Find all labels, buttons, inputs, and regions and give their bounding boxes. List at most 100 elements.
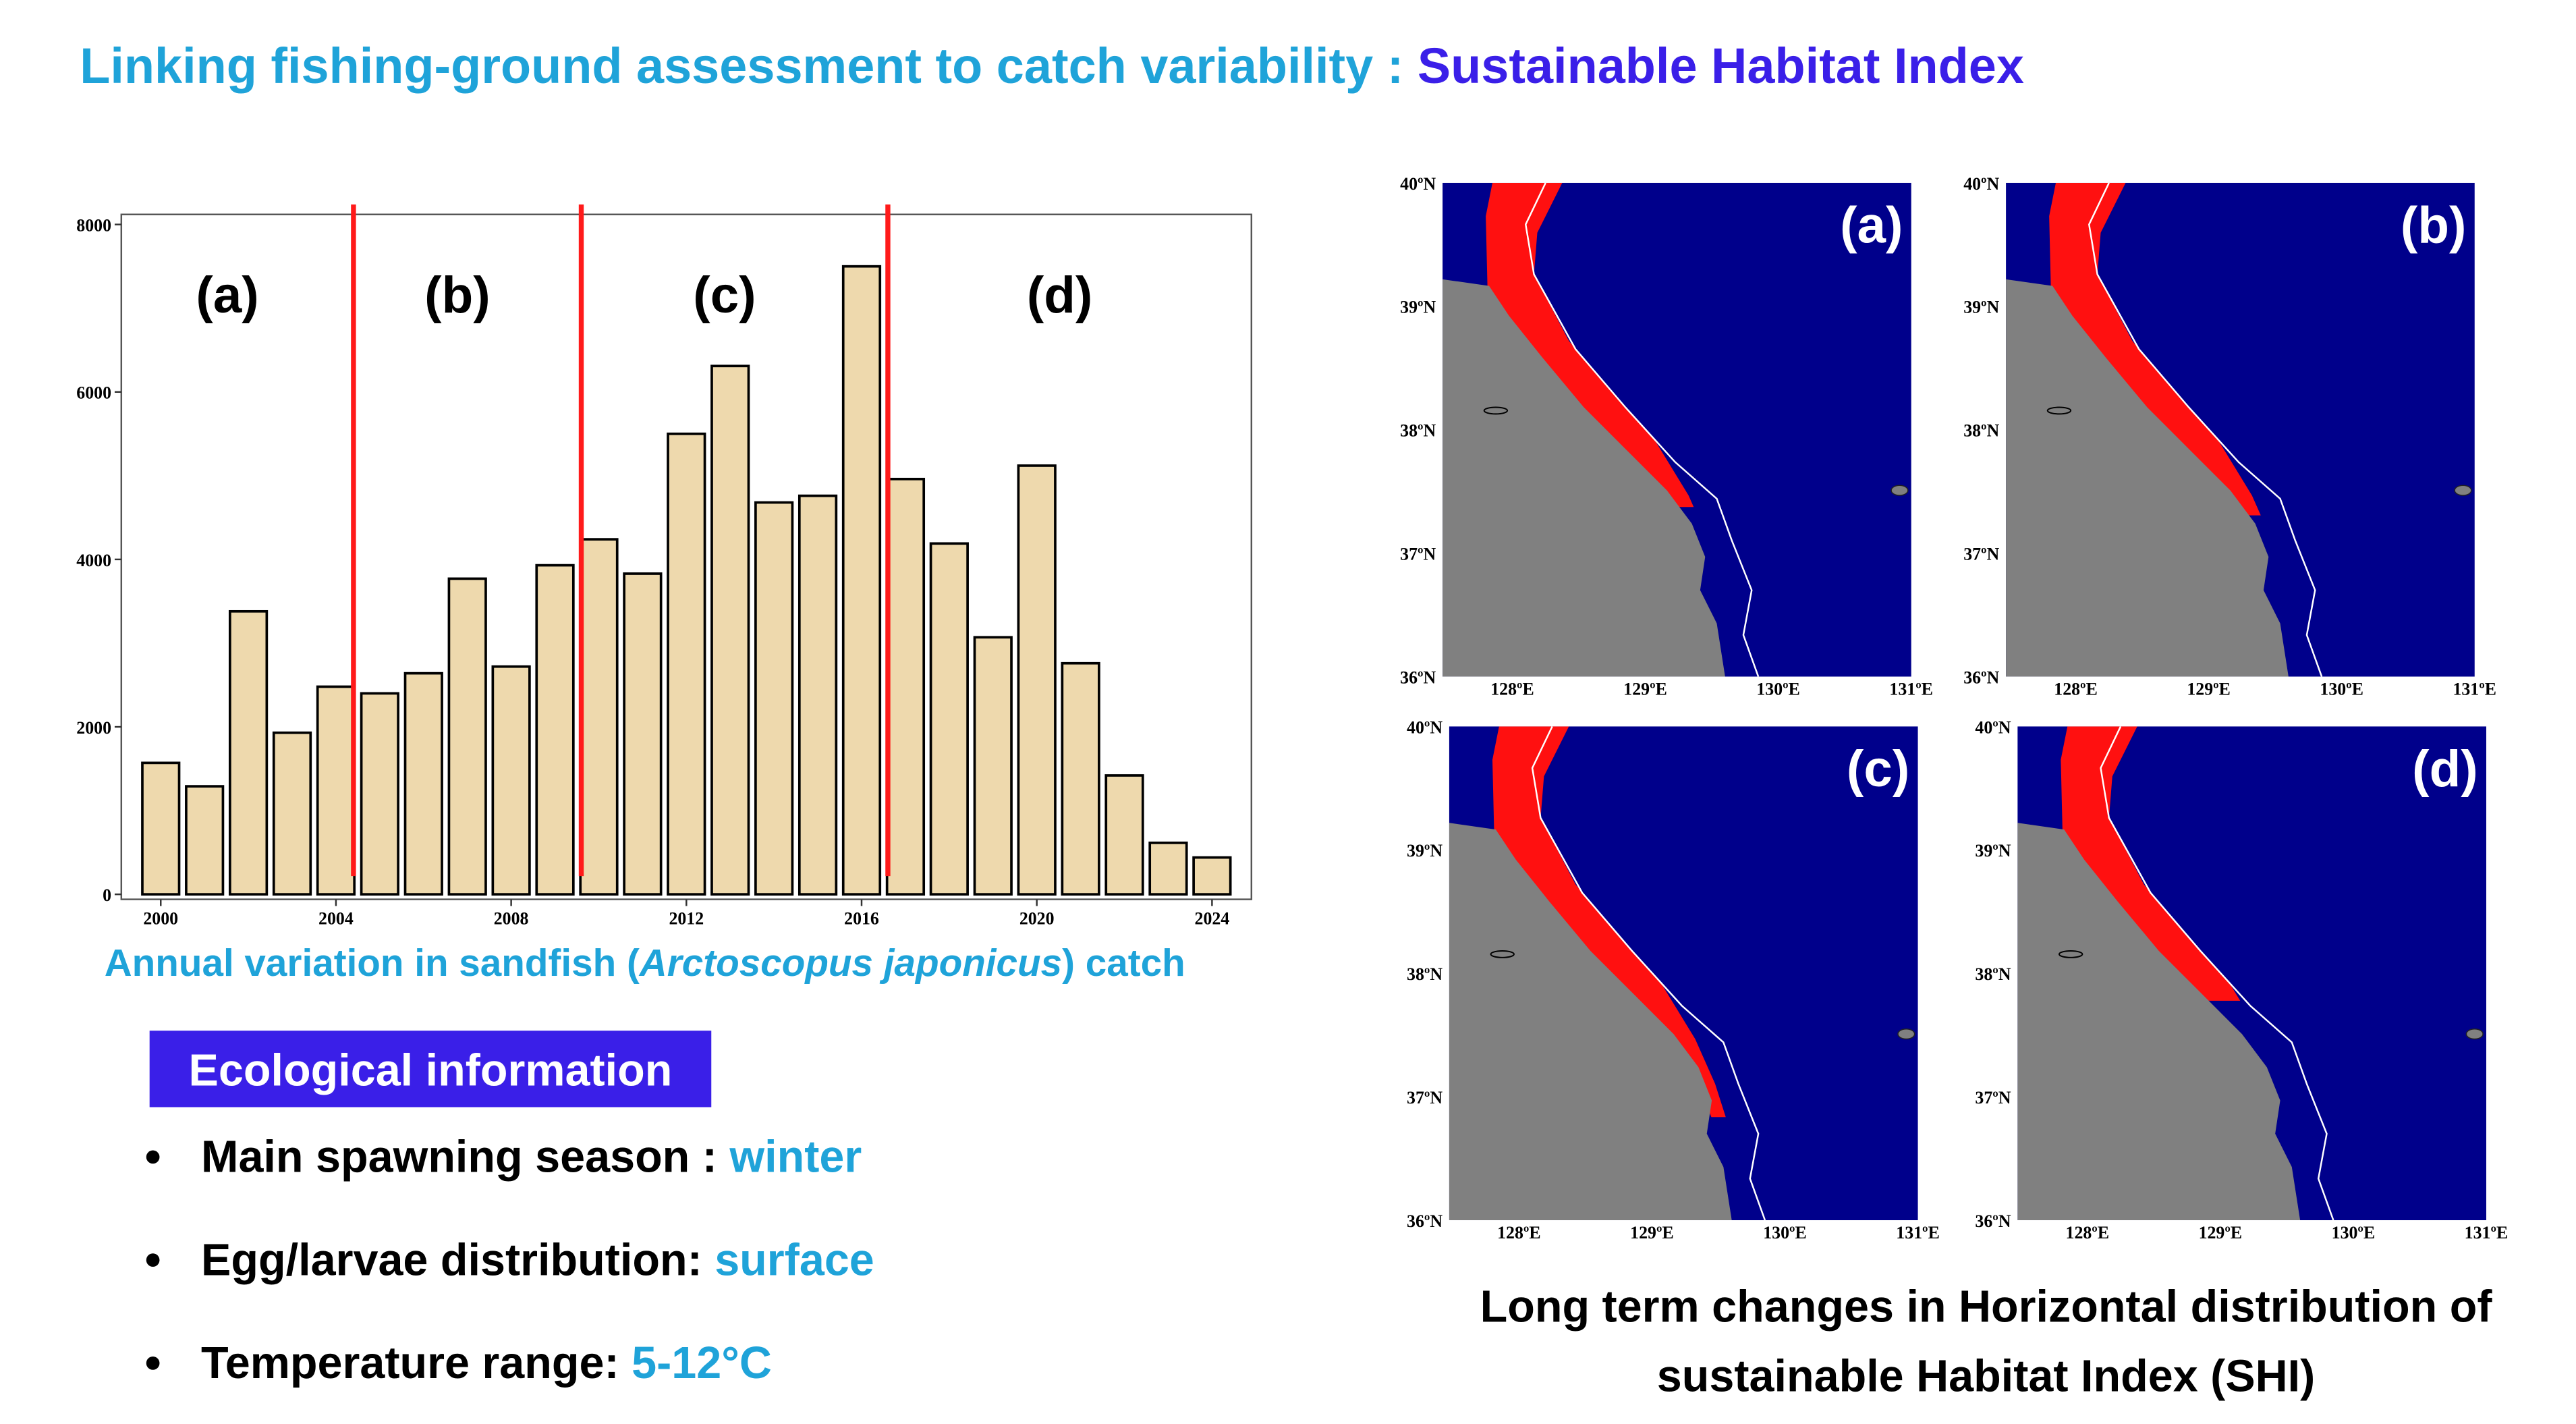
panel-label: (d): [2412, 740, 2478, 798]
lat-label: 36ºN: [1407, 1211, 1443, 1231]
ecology-item: Egg/larvae distribution: surface: [201, 1235, 874, 1285]
map-caption: Long term changes in Horizontal distribu…: [1480, 1282, 2493, 1332]
map-panel: (a) 40ºN 39ºN 38ºN 37ºN 36ºN 128ºE 129ºE 130ºE 13…: [1400, 174, 1933, 699]
lat-label: 39ºN: [1407, 841, 1443, 860]
lake: [1490, 950, 1515, 958]
bar: [885, 477, 926, 896]
title-main: Linking fishing-ground assessment to cat…: [80, 38, 1418, 94]
x-tick-label: 2000: [143, 909, 178, 929]
period-label: (d): [1027, 267, 1093, 324]
lon-label: 128ºE: [2054, 680, 2098, 699]
bar: [973, 636, 1013, 896]
lon-label: 129ºE: [1630, 1223, 1674, 1242]
depth-contour: [2088, 182, 2323, 677]
y-tick-label: 6000: [76, 383, 111, 403]
island: [2465, 1028, 2484, 1040]
lat-label: 38ºN: [1407, 964, 1443, 984]
lat-label: 40ºN: [1400, 174, 1436, 194]
bar: [1017, 464, 1057, 896]
ecology-heading: Ecological information: [189, 1045, 673, 1095]
x-tick-label: 2016: [844, 909, 879, 929]
x-tick-label: 2012: [669, 909, 704, 929]
bar: [797, 494, 838, 896]
x-tick-label: 2024: [1195, 909, 1230, 929]
island: [1897, 1028, 1915, 1040]
lat-label: 36ºN: [1963, 667, 1999, 687]
lon-label: 129ºE: [2187, 680, 2231, 699]
bar: [1061, 661, 1100, 896]
bar: [403, 672, 443, 896]
lon-label: 130ºE: [2332, 1223, 2376, 1242]
x-tick-label: 2020: [1019, 909, 1055, 929]
lon-label: 131ºE: [2465, 1223, 2509, 1242]
lat-label: 37ºN: [1400, 544, 1436, 564]
bullet: [146, 1356, 160, 1370]
map-panel: (c) 40ºN 39ºN 38ºN 37ºN 36ºN 128ºE 129ºE 130ºE 13…: [1407, 717, 1940, 1242]
bar: [491, 665, 531, 896]
chart-caption: Annual variation in sandfish (Arctoscopu…: [105, 942, 1185, 985]
lon-label: 131ºE: [1889, 680, 1933, 699]
land: [2006, 279, 2289, 677]
bar: [141, 761, 181, 896]
bar: [447, 577, 487, 896]
land: [1443, 279, 1725, 677]
y-tick-label: 2000: [76, 718, 111, 738]
bar: [1104, 774, 1144, 896]
ecology-item: Temperature range: 5-12°C: [201, 1338, 772, 1388]
caption-part: ) catch: [1062, 942, 1185, 985]
slide-title: Linking fishing-ground assessment to cat…: [80, 38, 2024, 94]
title-highlight: Sustainable Habitat Index: [1418, 38, 2024, 94]
island: [1891, 485, 1909, 496]
bar: [623, 572, 663, 896]
panel-label: (a): [1840, 197, 1903, 254]
lon-label: 128ºE: [2066, 1223, 2110, 1242]
item-label: Egg/larvae distribution:: [201, 1235, 715, 1285]
lat-label: 39ºN: [1400, 298, 1436, 317]
lat-label: 37ºN: [1963, 544, 1999, 564]
bullet: [146, 1253, 160, 1267]
bar: [228, 609, 269, 896]
item-label: Temperature range:: [201, 1338, 632, 1388]
bar: [667, 432, 706, 896]
lat-label: 39ºN: [1963, 298, 1999, 317]
period-label: (b): [424, 267, 491, 324]
lon-label: 131ºE: [2453, 680, 2496, 699]
caption-part: Annual variation in sandfish (: [105, 942, 640, 985]
bar: [185, 785, 225, 896]
map-caption: sustainable Habitat Index (SHI): [1657, 1352, 2316, 1402]
depth-contour: [1531, 725, 1766, 1221]
ecology-heading-box: [149, 1031, 712, 1107]
lon-label: 129ºE: [1623, 680, 1667, 699]
depth-contour: [1524, 182, 1760, 677]
lat-label: 37ºN: [1407, 1088, 1443, 1107]
panel-label: (b): [2401, 197, 2467, 254]
lon-label: 131ºE: [1896, 1223, 1940, 1242]
lat-label: 40ºN: [1975, 717, 2011, 737]
lake: [2046, 406, 2072, 415]
lake: [2058, 950, 2083, 958]
bar: [754, 501, 794, 896]
bar: [579, 538, 619, 896]
bar: [1148, 842, 1188, 896]
habitat-area: [1492, 726, 1726, 1118]
map-panel: (b) 40ºN 39ºN 38ºN 37ºN 36ºN 128ºE 129ºE 130ºE 13…: [1963, 174, 2496, 699]
period-label: (c): [693, 267, 756, 324]
x-tick-label: 2008: [494, 909, 529, 929]
lat-label: 36ºN: [1400, 667, 1436, 687]
map-panel: (d) 40ºN 39ºN 38ºN 37ºN 36ºN 128ºE 129ºE 130ºE 13…: [1975, 717, 2508, 1242]
land: [1449, 823, 1732, 1221]
item-label: Main spawning season :: [201, 1132, 729, 1182]
ecology-item: Main spawning season : winter: [201, 1132, 862, 1182]
lon-label: 130ºE: [1763, 1223, 1807, 1242]
bar: [1192, 856, 1232, 896]
lat-label: 38ºN: [1963, 421, 1999, 441]
item-value: winter: [729, 1132, 862, 1182]
lat-label: 40ºN: [1963, 174, 1999, 194]
y-tick-label: 0: [103, 885, 111, 905]
lat-label: 40ºN: [1407, 717, 1443, 737]
depth-contour: [2100, 725, 2334, 1221]
caption-species: Arctoscopus japonicus: [638, 942, 1062, 985]
period-label: (a): [196, 267, 258, 324]
lat-label: 36ºN: [1975, 1211, 2011, 1231]
